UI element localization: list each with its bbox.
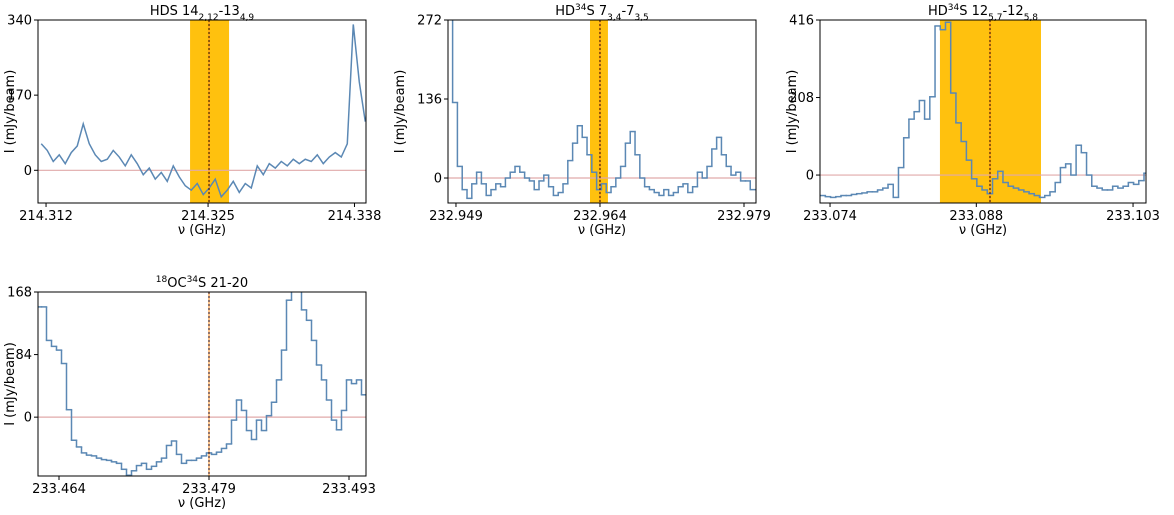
x-axis-label: ν (GHz) xyxy=(959,223,1007,238)
axes-frame xyxy=(37,19,367,204)
title-part: -12 xyxy=(1002,4,1023,19)
title-part: S 21-20 xyxy=(198,276,248,291)
title-part: HD xyxy=(555,4,575,19)
chart-title: HDS 142,12-134,9 xyxy=(150,4,255,23)
title-part: 3,4 xyxy=(607,13,622,23)
x-tick-label: 214.325 xyxy=(181,209,235,224)
title-part: 34 xyxy=(575,3,587,13)
chart-title: 18OC34S 21-20 xyxy=(156,275,248,291)
y-tick-label: 0 xyxy=(434,172,442,187)
x-axis-label: ν (GHz) xyxy=(178,496,226,511)
highlight-band xyxy=(190,20,230,203)
step-connector xyxy=(451,20,751,199)
y-axis-label: I (mJy/beam) xyxy=(3,70,18,154)
title-part: 18 xyxy=(156,275,168,285)
y-tick-label: 340 xyxy=(7,14,32,29)
x-axis-label: ν (GHz) xyxy=(178,223,226,238)
y-tick-label: 0 xyxy=(24,411,32,426)
x-tick-label: 232.949 xyxy=(429,209,483,224)
plot-area xyxy=(38,292,366,476)
y-tick-label: 208 xyxy=(789,91,814,106)
chart-title: HD34S 73,4-73,5 xyxy=(555,3,649,23)
axes-frame xyxy=(819,19,1147,204)
title-part: 34 xyxy=(187,275,199,285)
y-tick-label: 168 xyxy=(7,286,32,301)
title-part: 2,12 xyxy=(199,13,219,23)
y-tick-label: 170 xyxy=(7,89,32,104)
title-part: 5,8 xyxy=(1024,13,1039,23)
title-part: S 12 xyxy=(959,4,988,19)
title-part: HD xyxy=(928,4,948,19)
spectrum-line xyxy=(40,24,366,199)
x-tick-label: 214.338 xyxy=(328,209,382,224)
panel: 0 84 168 233.464 233.479 233.493 ν (GHz) I (mJy… xyxy=(3,275,376,511)
highlight-band xyxy=(589,20,608,203)
y-axis-label: I (mJy/beam) xyxy=(393,70,408,154)
panel: 0 136 272 232.949 232.964 232.979 ν (GHz) I (mJ… xyxy=(393,3,771,238)
y-axis-label: I (mJy/beam) xyxy=(3,342,18,426)
x-tick-label: 233.479 xyxy=(182,482,236,497)
y-tick-label: 0 xyxy=(806,169,814,184)
x-tick-label: 232.964 xyxy=(573,209,627,224)
x-tick-label: 214.312 xyxy=(19,209,73,224)
plot-area xyxy=(38,20,366,203)
title-part: 5,7 xyxy=(988,13,1002,23)
title-part: HDS 14 xyxy=(150,4,199,19)
title-part: -13 xyxy=(219,4,240,19)
y-axis-label: I (mJy/beam) xyxy=(785,70,800,154)
y-tick-label: 136 xyxy=(417,93,442,108)
axes-frame xyxy=(37,291,367,477)
x-tick-label: 233.088 xyxy=(949,209,1003,224)
y-tick-label: 272 xyxy=(417,14,442,29)
x-tick-label: 233.464 xyxy=(32,482,86,497)
y-tick-label: 416 xyxy=(789,14,814,29)
panel: 0 208 416 233.074 233.088 233.103 ν (GHz) I (mJ… xyxy=(785,3,1160,238)
step-connector xyxy=(45,292,363,476)
panel: 0 170 340 214.312 214.325 214.338 ν (GHz) I (mJ… xyxy=(3,4,381,238)
axes-frame xyxy=(447,19,757,204)
y-tick-label: 84 xyxy=(15,348,32,363)
plot-area xyxy=(448,20,756,203)
x-tick-label: 232.979 xyxy=(717,209,771,224)
x-tick-label: 233.493 xyxy=(322,482,376,497)
x-axis-label: ν (GHz) xyxy=(578,223,626,238)
chart-title: HD34S 125,7-125,8 xyxy=(928,3,1038,23)
title-part: S 7 xyxy=(586,4,607,19)
title-part: OC xyxy=(167,276,186,291)
step-connector xyxy=(824,22,1145,198)
plot-area xyxy=(820,20,1146,203)
x-tick-label: 233.103 xyxy=(1106,209,1160,224)
x-tick-label: 233.074 xyxy=(803,209,857,224)
y-tick-label: 0 xyxy=(24,164,32,179)
title-part: 4,9 xyxy=(240,13,255,23)
title-part: 34 xyxy=(948,3,960,13)
title-part: 3,5 xyxy=(634,13,648,23)
title-part: -7 xyxy=(621,4,634,19)
